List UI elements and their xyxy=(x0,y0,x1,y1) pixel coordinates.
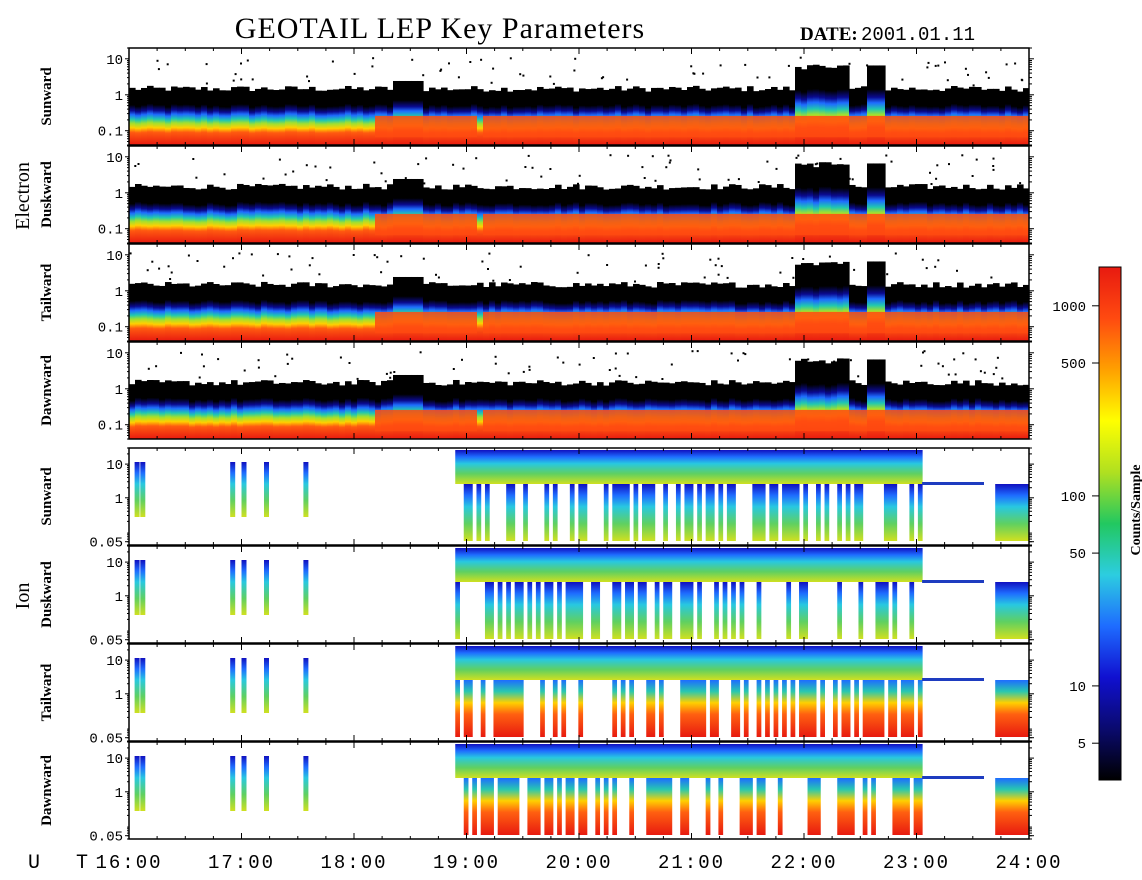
x-tick-label: 17:00 xyxy=(208,852,275,874)
y-tick-label: 0.1 xyxy=(98,223,123,239)
panel-ion-sunward: 10 1 0.05 Sunward xyxy=(39,447,1034,552)
y-tick-label: 0.05 xyxy=(89,634,123,650)
spectrogram-image xyxy=(129,644,1029,741)
x-tick-label: 16:00 xyxy=(95,852,162,874)
x-axis: U T 16:00 17:00 18:00 19:00 20:00 21:00 22:00 2… xyxy=(28,852,1062,875)
y-tick-label: 0.05 xyxy=(89,732,123,748)
group-label-electron: Electron xyxy=(12,162,34,230)
panel-electron-dawnward: 10 1 0.1 Dawnward xyxy=(39,341,1034,440)
colorbar-label: Counts/Sample xyxy=(1129,464,1142,555)
date-label: DATE: xyxy=(800,24,858,45)
colorbar: 1000 500 100 50 10 5 Counts/Sample xyxy=(1052,266,1142,781)
colorbar-tick-label: 100 xyxy=(1061,490,1086,506)
x-tick-label: 20:00 xyxy=(545,852,612,874)
y-tick-label: 10 xyxy=(106,654,123,670)
y-tick-label: 10 xyxy=(106,249,123,265)
figure-title: GEOTAIL LEP Key Parameters xyxy=(235,12,645,45)
panel-label-tailward: Tailward xyxy=(39,663,55,721)
panel-label-sunward: Sunward xyxy=(39,67,55,126)
panel-ion-dawnward: 10 1 0.05 Dawnward xyxy=(39,741,1034,846)
y-tick-label: 1 xyxy=(115,187,123,203)
panel-ion-duskward: 10 1 0.05 Duskward xyxy=(39,545,1034,650)
spectrogram-image xyxy=(129,448,1029,545)
spectrogram-image xyxy=(129,342,1029,439)
y-tick-label: 0.1 xyxy=(98,125,123,141)
panel-label-tailward: Tailward xyxy=(39,263,55,321)
panel-electron-tailward: 10 1 0.1 Tailward xyxy=(39,243,1034,342)
y-tick-label: 0.1 xyxy=(98,321,123,337)
panel-label-dawnward: Dawnward xyxy=(39,754,55,825)
y-tick-label: 10 xyxy=(106,347,123,363)
y-tick-label: 10 xyxy=(106,752,123,768)
y-tick-label: 1 xyxy=(115,285,123,301)
colorbar-tick-label: 50 xyxy=(1069,547,1086,563)
date-value: 2001.01.11 xyxy=(861,24,975,46)
colorbar-gradient xyxy=(1098,266,1122,781)
y-tick-label: 1 xyxy=(115,786,123,802)
panel-ion-tailward: 10 1 0.05 Tailward xyxy=(39,643,1034,748)
colorbar-tick-label: 5 xyxy=(1078,737,1086,753)
panel-electron-duskward: 10 1 0.1 Duskward xyxy=(39,145,1034,244)
x-tick-label: 21:00 xyxy=(658,852,725,874)
panel-label-duskward: Duskward xyxy=(39,560,55,627)
spectrogram-image xyxy=(129,146,1029,243)
x-tick-label: 18:00 xyxy=(320,852,387,874)
spectrogram-image xyxy=(129,244,1029,341)
panel-label-duskward: Duskward xyxy=(39,160,55,227)
spectrogram-image xyxy=(129,546,1029,643)
x-tick-label: 24:00 xyxy=(995,852,1062,874)
y-tick-label: 10 xyxy=(106,53,123,69)
x-axis-label: U T xyxy=(28,852,100,875)
x-tick-label: 23:00 xyxy=(883,852,950,874)
y-tick-label: 1 xyxy=(115,590,123,606)
colorbar-tick-label: 10 xyxy=(1069,680,1086,696)
x-tick-label: 19:00 xyxy=(433,852,500,874)
y-tick-label: 10 xyxy=(106,556,123,572)
panel-label-sunward: Sunward xyxy=(39,467,55,526)
y-tick-label: 1 xyxy=(115,383,123,399)
y-tick-label: 10 xyxy=(106,458,123,474)
y-tick-label: 1 xyxy=(115,89,123,105)
panels: 10 1 0.1 Sunward 10 1 0.1 Duskward 10 1 0.1 Tailwar… xyxy=(39,47,1034,846)
panel-label-dawnward: Dawnward xyxy=(39,354,55,425)
y-tick-label: 0.05 xyxy=(89,536,123,552)
spectrogram-image xyxy=(129,742,1029,839)
y-tick-label: 0.05 xyxy=(89,830,123,846)
y-tick-label: 1 xyxy=(115,492,123,508)
group-label-ion: Ion xyxy=(12,583,34,610)
x-tick-label: 22:00 xyxy=(770,852,837,874)
y-tick-label: 1 xyxy=(115,688,123,704)
colorbar-tick-label: 1000 xyxy=(1052,300,1086,316)
y-tick-label: 10 xyxy=(106,151,123,167)
spectrogram-image xyxy=(129,48,1029,145)
y-tick-label: 0.1 xyxy=(98,419,123,435)
panel-electron-sunward: 10 1 0.1 Sunward xyxy=(39,47,1034,146)
colorbar-tick-label: 500 xyxy=(1061,357,1086,373)
